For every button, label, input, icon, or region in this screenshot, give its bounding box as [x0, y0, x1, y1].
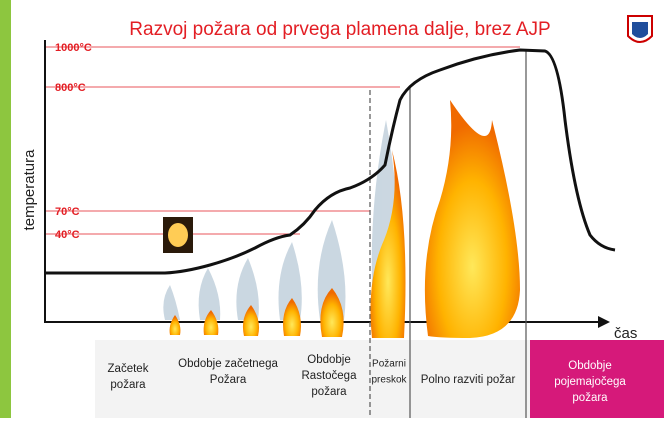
- phase-label: požara: [110, 379, 146, 391]
- side-bar: [0, 0, 11, 418]
- phase-label: Obdobje: [568, 360, 611, 372]
- y-axis-label: temperatura: [21, 149, 38, 231]
- temp-label: 800°C: [55, 82, 86, 94]
- phase-label: preskok: [371, 375, 407, 386]
- phase-label: pojemajočega: [554, 376, 626, 388]
- diagram: Razvoj požara od prvega plamena dalje, b…: [0, 0, 664, 418]
- temp-label: 70°C: [55, 206, 80, 218]
- phase-label: Požarni: [372, 359, 406, 370]
- phase-label: Obdobje: [307, 354, 350, 366]
- candle-flame: [168, 223, 188, 247]
- title: Razvoj požara od prvega plamena dalje, b…: [129, 19, 550, 40]
- temp-label: 1000°C: [55, 42, 92, 54]
- phase-label: požara: [311, 386, 347, 398]
- phase-label: Požara: [210, 374, 247, 386]
- phase-label: Polno razviti požar: [421, 374, 516, 386]
- temp-label: 40°C: [55, 229, 80, 241]
- phase-label: požara: [572, 392, 608, 404]
- phase-label: Rastočega: [302, 370, 358, 382]
- phase-label: Začetek: [108, 363, 149, 375]
- x-axis-label: čas: [614, 325, 637, 342]
- logo: [628, 16, 652, 42]
- phase-label: Obdobje začetnega: [178, 358, 278, 370]
